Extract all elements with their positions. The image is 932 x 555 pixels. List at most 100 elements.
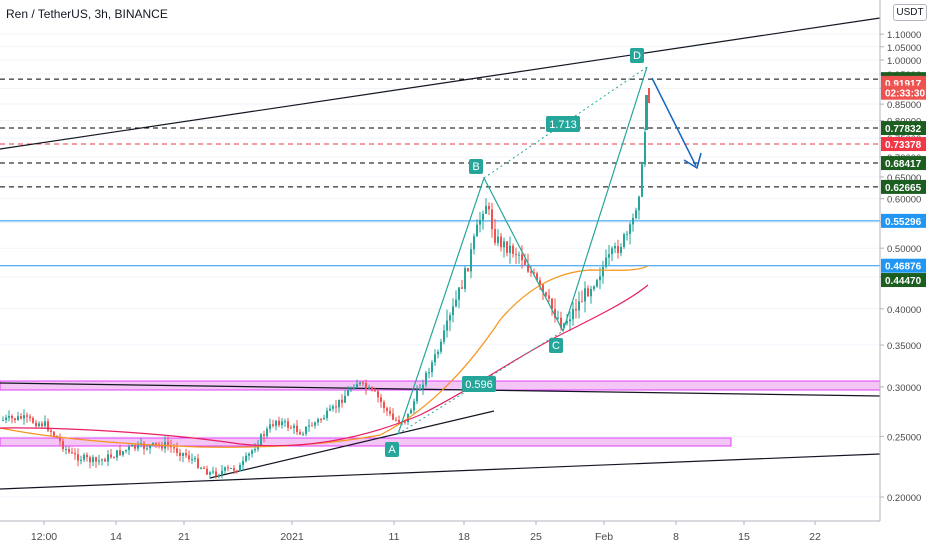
candle-body <box>323 417 325 420</box>
candle-body <box>104 459 106 462</box>
candle-body <box>425 372 427 385</box>
candle-body <box>26 415 28 417</box>
candle-body <box>347 390 349 396</box>
time-axis[interactable]: 12:00 14 21 2021 11 18 25 Feb 8 15 22 <box>0 520 880 550</box>
candle-body <box>473 236 475 250</box>
candle-body <box>206 468 208 475</box>
y-tick-label: 1.05000 <box>887 43 921 54</box>
candle-body <box>50 430 52 432</box>
candle-body <box>317 419 319 423</box>
candle-body <box>284 421 286 423</box>
candle-body <box>254 449 256 451</box>
svg-text:02:33:30: 02:33:30 <box>885 89 925 100</box>
candle-body <box>218 474 220 477</box>
x-tick-label: 22 <box>809 531 821 543</box>
candle-body <box>314 422 316 426</box>
candle-body <box>299 432 301 435</box>
candle-body <box>605 257 607 267</box>
candle-body <box>542 284 544 293</box>
candle-body <box>251 450 253 454</box>
candle-body <box>575 309 577 311</box>
candle-body <box>413 401 415 411</box>
y-tick-label: 0.40000 <box>887 305 921 316</box>
candle-body <box>233 467 235 471</box>
currency-button[interactable]: USDT <box>893 4 927 21</box>
candle-body <box>539 280 541 285</box>
candle-body <box>533 272 535 274</box>
price-axis[interactable]: 1.100001.050001.000000.950000.900000.850… <box>879 0 932 550</box>
svg-text:0.91917: 0.91917 <box>885 79 922 90</box>
y-tick-label: 0.65000 <box>887 173 921 184</box>
y-tick-label: 1.10000 <box>887 30 921 41</box>
pattern-point-label: C <box>552 340 560 352</box>
candle-body <box>11 415 13 419</box>
candle-body <box>446 320 448 331</box>
moving-averages <box>0 265 649 448</box>
pattern-point-label: B <box>472 161 479 173</box>
candle-body <box>341 399 343 403</box>
candle-body <box>224 467 226 471</box>
candle-body <box>338 399 340 408</box>
candle-body <box>479 219 481 225</box>
candle-body <box>17 416 19 420</box>
price-label: 0.68417 <box>881 156 926 171</box>
candle-body <box>452 306 454 316</box>
candle-body <box>110 454 112 458</box>
candle-body <box>536 273 538 281</box>
candle-body <box>482 213 484 220</box>
candle-body <box>236 470 238 472</box>
candle-body <box>398 419 400 423</box>
candle-body <box>551 298 553 309</box>
candle-body <box>645 95 648 130</box>
candle-body <box>62 441 64 450</box>
candle-body <box>509 245 511 253</box>
candle-body <box>419 388 421 391</box>
ratio-label-b-d: 1.713 <box>546 116 580 132</box>
candle-body <box>194 458 196 460</box>
candle-body <box>53 431 55 436</box>
x-tick-label: 2021 <box>280 531 304 543</box>
candle-body <box>644 132 646 165</box>
ma-short-line <box>0 265 649 448</box>
candle-body <box>431 362 433 373</box>
candle-body <box>332 406 334 409</box>
candle-body <box>2 419 4 421</box>
candle-body <box>545 292 547 296</box>
candle-body <box>629 224 631 234</box>
ma-long-line <box>0 284 649 447</box>
candle-body <box>416 390 418 402</box>
candle-body <box>260 434 262 446</box>
candle-body <box>155 442 157 445</box>
candle-body <box>92 457 94 463</box>
candle-body <box>620 247 622 253</box>
candle-body <box>389 410 391 414</box>
candle-body <box>152 442 154 446</box>
candle-body <box>38 423 40 427</box>
candle-body <box>455 299 457 307</box>
y-tick-label: 0.60000 <box>887 195 921 206</box>
candle-body <box>77 454 79 461</box>
candle-body <box>599 276 601 281</box>
candle-body <box>461 287 463 289</box>
candle-body <box>95 457 97 462</box>
candle-body <box>626 233 628 235</box>
candle-body <box>638 196 640 211</box>
projection-arrow <box>651 77 702 170</box>
candle-body <box>80 459 82 461</box>
candle-body <box>173 447 175 449</box>
candle-body <box>614 246 616 249</box>
candle-body <box>560 317 562 328</box>
candle-body <box>302 433 304 435</box>
candle-body <box>380 397 382 403</box>
candle-body <box>437 351 439 355</box>
candle-body <box>248 453 250 456</box>
ratio-label-text: 1.713 <box>549 119 577 131</box>
candle-body <box>494 229 496 243</box>
candle-body <box>167 442 169 446</box>
xabcd-pattern: A B C D 1.713 0.596 <box>385 48 648 457</box>
svg-text:0.46876: 0.46876 <box>885 262 922 273</box>
price-label: 02:33:30 <box>881 85 926 100</box>
candle-body <box>275 420 277 426</box>
